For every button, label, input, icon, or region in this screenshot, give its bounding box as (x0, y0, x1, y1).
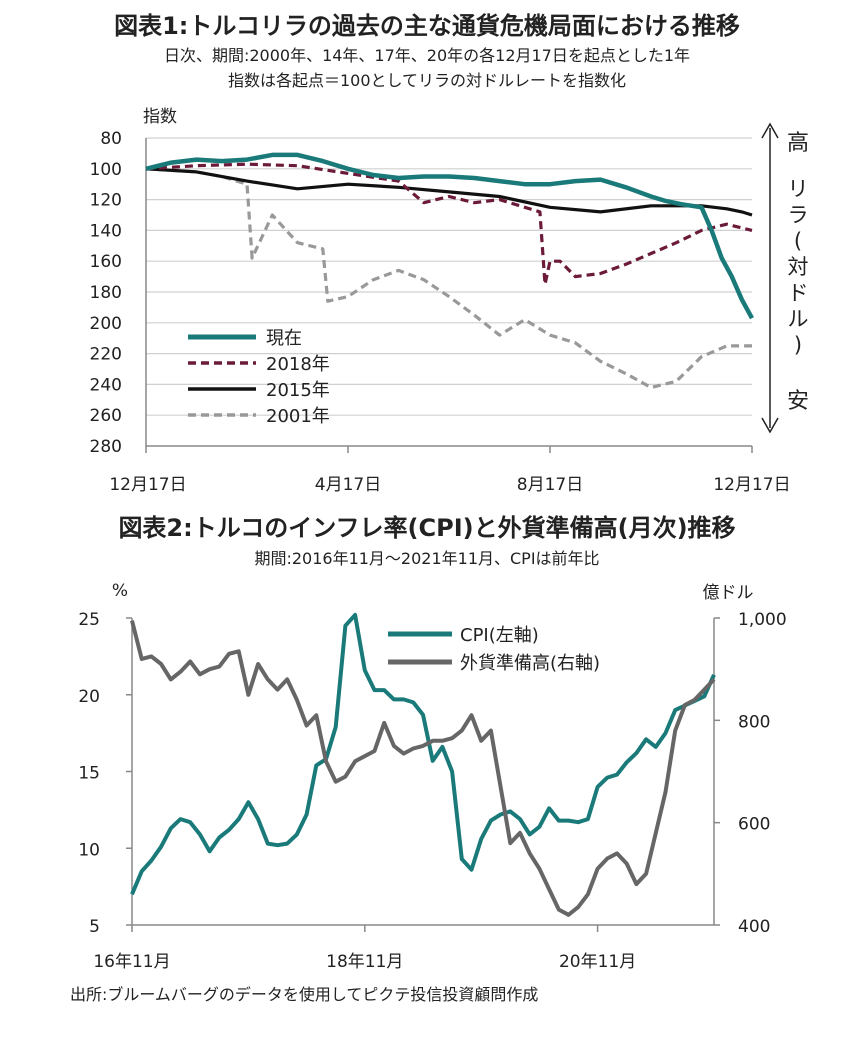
left-tick-label-0: 5 (89, 917, 100, 937)
legend-label-1: 外貨準備高(右軸) (460, 653, 600, 674)
chart-1-series (145, 152, 754, 390)
chart-1-x-tick-labels: 12月17日 4月17日 8月17日 12月17日 (109, 475, 790, 495)
legend-label-0: 現在 (266, 328, 302, 349)
arrow-up-icon (761, 122, 779, 139)
series-line-1 (145, 162, 753, 286)
y-tick-label-180: 180 (90, 283, 122, 303)
y-tick-label-280: 280 (90, 437, 122, 457)
right-tick-label-0: 400 (738, 917, 770, 937)
chart-1-legend: 現在 2018年 2015年 2001年 (188, 328, 330, 427)
source-note: 出所:ブルームバーグのデータを使用してピクテ投信投資顧問作成 (70, 985, 538, 1004)
chart-2-y-tick-labels: 5 10 15 20 25 400 600 800 1,000 (78, 610, 786, 937)
y-tick-label-120: 120 (90, 191, 122, 211)
chart-1-subtitle-line-2: 指数は各起点＝100としてリラの対ドルレートを指数化 (228, 71, 626, 90)
chart-1-right-annotation: 高 安 リラ(対ドル) (761, 122, 809, 434)
x-tick-label-0: 16年11月 (93, 952, 170, 972)
series-line-2 (145, 167, 753, 217)
x-tick-label-3: 12月17日 (713, 475, 790, 495)
annotation-lira-vs-dollar: リラ(対ドル) (788, 177, 809, 357)
chart-1-subtitle-line-1: 日次、期間:2000年、14年、17年、20年の各12月17日を起点とした1年 (164, 46, 690, 65)
chart-2-legend: CPI(左軸) 外貨準備高(右軸) (388, 625, 600, 674)
legend-label-1: 2018年 (266, 354, 330, 375)
series-line-0 (145, 152, 754, 320)
annotation-high: 高 (787, 131, 809, 156)
y-tick-label-100: 100 (90, 160, 122, 180)
annotation-char-4: ド (788, 281, 809, 305)
chart-2: 図表2:トルコのインフレ率(CPI)と外貨準備高(月次)推移 期間:2016年1… (78, 514, 786, 972)
x-tick-label-1: 4月17日 (315, 475, 381, 495)
chart-1: 図表1:トルコリラの過去の主な通貨危機局面における推移 日次、期間:2000年、… (90, 12, 809, 495)
legend-label-3: 2001年 (266, 406, 330, 427)
legend-label-2: 2015年 (266, 380, 330, 401)
left-tick-label-4: 25 (78, 610, 100, 630)
annotation-char-1: ラ (788, 203, 809, 227)
y-tick-label-140: 140 (90, 221, 122, 241)
chart-2-series (130, 612, 716, 917)
x-tick-label-1: 18年11月 (326, 952, 403, 972)
annotation-char-3: 対 (788, 255, 809, 279)
right-tick-label-2: 800 (738, 712, 770, 732)
right-tick-label-3: 1,000 (738, 610, 787, 630)
y-tick-label-240: 240 (90, 375, 122, 395)
y-tick-label-80: 80 (100, 129, 122, 149)
x-tick-label-2: 8月17日 (517, 475, 583, 495)
chart-2-right-axis-label: 億ドル (703, 583, 754, 603)
chart-1-y-tick-labels: 80 100 120 140 160 180 200 220 240 260 280 (90, 129, 122, 457)
annotation-char-6: ) (794, 333, 802, 357)
annotation-low: 安 (787, 389, 809, 414)
y-tick-label-220: 220 (90, 345, 122, 365)
series-line-3 (145, 167, 752, 390)
chart-2-title: 図表2:トルコのインフレ率(CPI)と外貨準備高(月次)推移 (118, 514, 735, 542)
series-line-1 (130, 620, 716, 917)
y-tick-label-160: 160 (90, 252, 122, 272)
chart-1-axes (145, 138, 753, 453)
x-tick-label-0: 12月17日 (109, 475, 186, 495)
series-line-0 (130, 612, 716, 896)
annotation-char-5: ル (788, 307, 809, 331)
y-tick-label-200: 200 (90, 314, 122, 334)
left-tick-label-1: 10 (78, 840, 100, 860)
right-tick-label-1: 600 (738, 815, 770, 835)
left-tick-label-3: 20 (78, 687, 100, 707)
annotation-char-2: ( (794, 229, 802, 253)
chart-1-y-axis-label: 指数 (143, 107, 177, 127)
legend-label-0: CPI(左軸) (460, 625, 539, 646)
annotation-char-0: リ (788, 177, 809, 201)
left-tick-label-2: 15 (78, 764, 100, 784)
arrow-down-icon (761, 417, 779, 434)
chart-2-x-tick-labels: 16年11月 18年11月 20年11月 (93, 952, 636, 972)
chart-1-title: 図表1:トルコリラの過去の主な通貨危機局面における推移 (114, 12, 740, 40)
chart-2-axes (126, 617, 720, 932)
y-tick-label-260: 260 (90, 406, 122, 426)
chart-2-subtitle: 期間:2016年11月～2021年11月、CPIは前年比 (254, 549, 599, 568)
x-tick-label-2: 20年11月 (559, 952, 636, 972)
chart-2-left-axis-label: % (112, 581, 128, 601)
